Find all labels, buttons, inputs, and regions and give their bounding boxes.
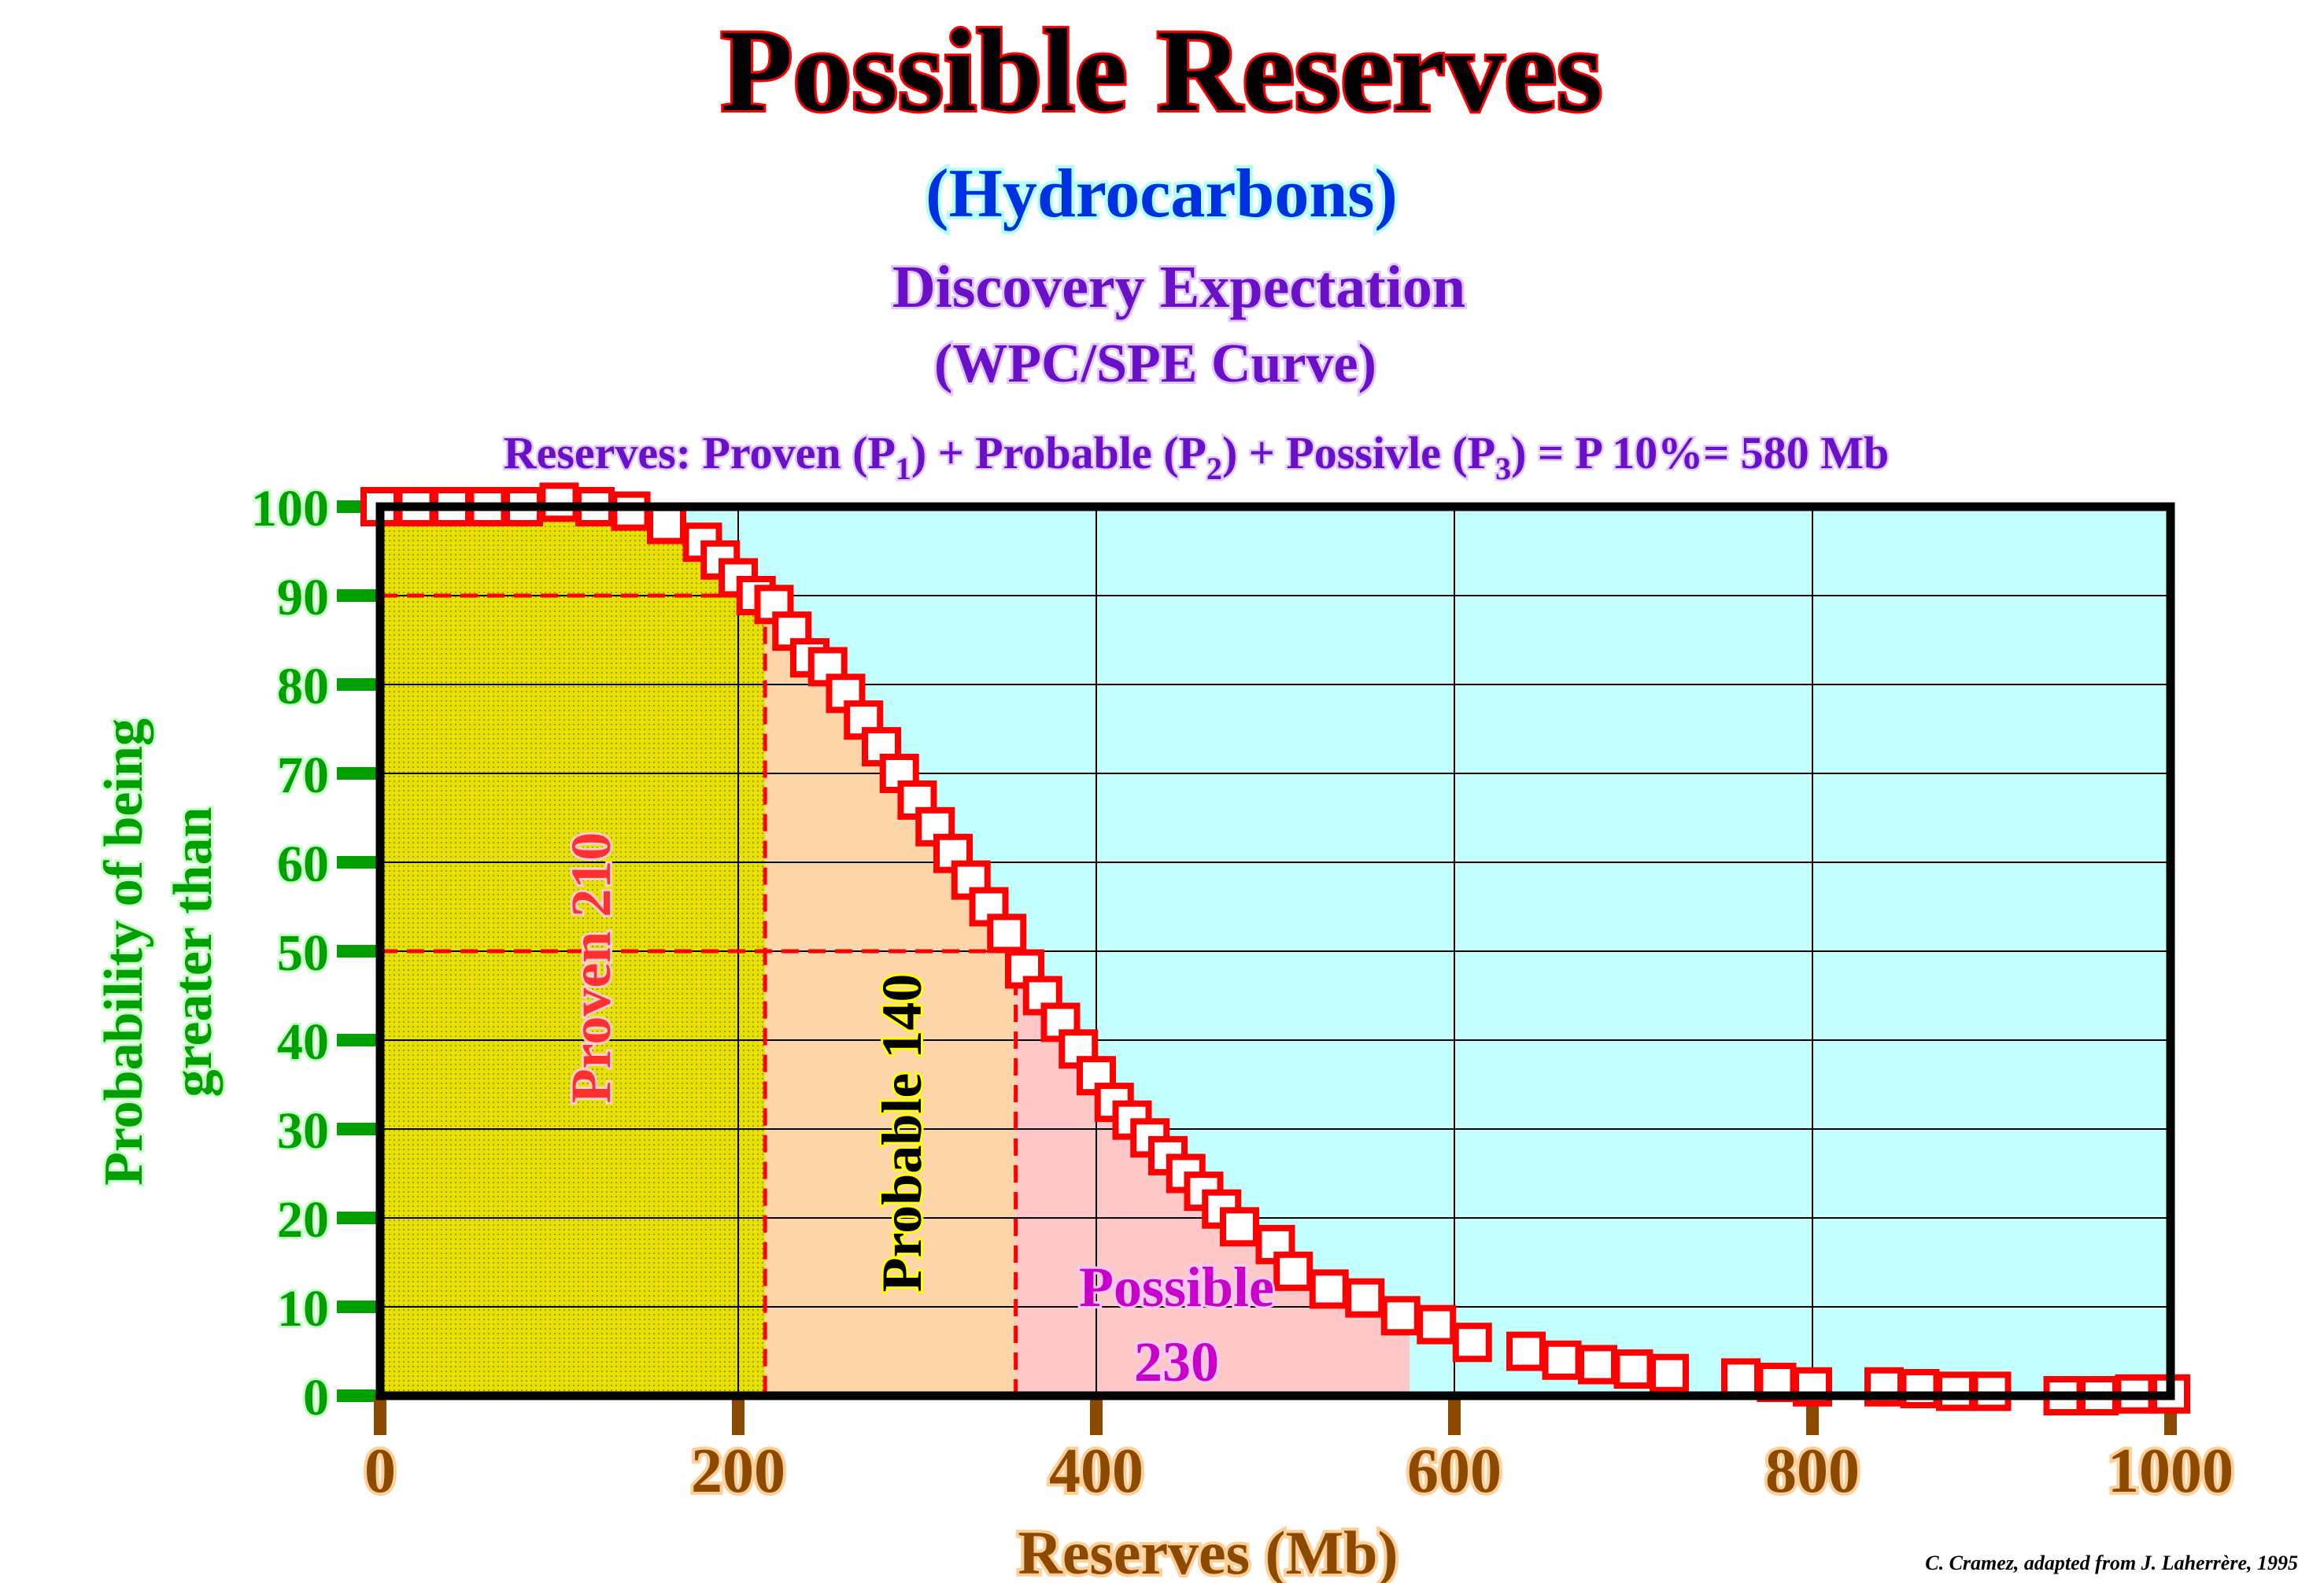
- plot-frame: [375, 502, 2175, 1400]
- data-point: [1650, 1353, 1689, 1393]
- data-point: [1452, 1323, 1492, 1363]
- y-tick-label: 50: [277, 924, 329, 982]
- data-point: [1417, 1304, 1457, 1345]
- data-point: [539, 482, 579, 522]
- data-point: [1613, 1349, 1653, 1389]
- region-probable: [765, 600, 1016, 1396]
- data-point: [1345, 1278, 1385, 1318]
- data-point: [1220, 1207, 1259, 1247]
- y-axis-label-line2: greater than: [163, 807, 224, 1098]
- x-tick-label: 200: [691, 1437, 785, 1506]
- chart-heading: Discovery Expectation: [892, 254, 1465, 320]
- y-tick-label: 90: [277, 569, 329, 626]
- y-tick-label: 40: [277, 1013, 329, 1071]
- region-label-proven: Proven 210: [560, 832, 623, 1104]
- data-point: [1273, 1251, 1313, 1291]
- data-point: [1578, 1345, 1617, 1385]
- x-axis-label: Reserves (Mb): [1018, 1518, 1398, 1583]
- data-point: [1309, 1269, 1349, 1309]
- y-tick-label: 30: [277, 1102, 329, 1160]
- chart-subtitle: (Hydrocarbons): [926, 156, 1398, 232]
- data-point: [611, 491, 651, 531]
- x-tick-label: 1000: [2108, 1437, 2233, 1506]
- data-point: [1721, 1358, 1761, 1398]
- y-tick-label: 0: [303, 1369, 329, 1426]
- data-point: [987, 913, 1027, 954]
- region-value-possible: 230: [1134, 1330, 1219, 1393]
- x-tick-label: 800: [1765, 1437, 1860, 1506]
- region-label-probable: Probable 140: [870, 974, 933, 1293]
- y-tick-label: 100: [251, 480, 329, 537]
- y-tick-label: 20: [277, 1191, 329, 1249]
- data-point: [1971, 1371, 2012, 1411]
- y-tick-label: 80: [277, 658, 329, 715]
- x-tick-label: 600: [1407, 1437, 1502, 1506]
- data-point: [647, 504, 686, 544]
- x-tick-label: 0: [364, 1437, 396, 1506]
- y-tick-label: 70: [277, 747, 329, 804]
- region-label-possible: Possible: [1079, 1256, 1274, 1319]
- data-point: [1936, 1371, 1975, 1411]
- data-point: [1542, 1340, 1582, 1380]
- y-tick-label: 10: [277, 1280, 329, 1338]
- x-tick-label: 400: [1049, 1437, 1144, 1506]
- data-point: [1506, 1331, 1546, 1371]
- data-point: [1900, 1368, 1940, 1408]
- credit: C. Cramez, adapted from J. Laherrère, 19…: [1925, 1552, 2298, 1574]
- y-tick-label: 60: [277, 836, 329, 893]
- chart-subheading: (WPC/SPE Curve): [934, 334, 1376, 394]
- data-point: [1380, 1296, 1421, 1336]
- y-axis-label-line1: Probability of being: [94, 718, 154, 1186]
- equation: Reserves: Proven (P1) + Probable (P2) + …: [504, 427, 1890, 486]
- chart-title: Possible Reserves: [721, 6, 1603, 136]
